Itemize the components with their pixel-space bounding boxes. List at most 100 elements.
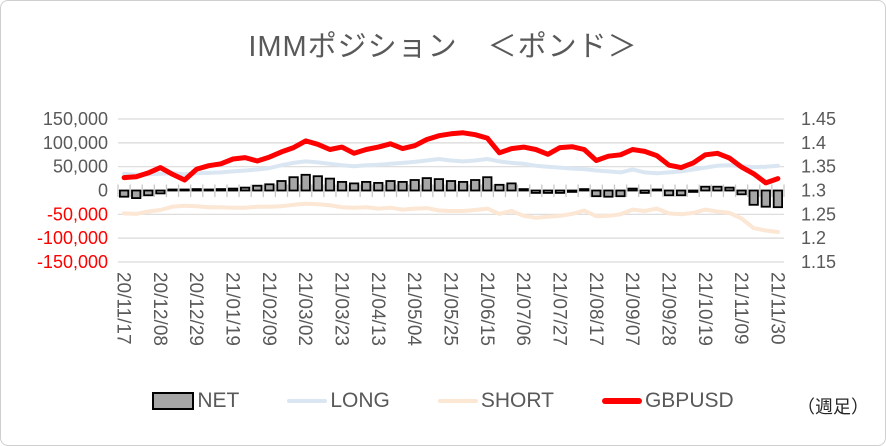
net-bar [639, 189, 650, 194]
net-bar [663, 189, 675, 197]
y-axis-label-left: -50,000 [47, 204, 108, 224]
legend-item-gbpusd: GBPUSD [601, 389, 734, 413]
x-axis-label: 21/06/15 [476, 272, 497, 346]
y-axis-label-left: 100,000 [43, 133, 108, 153]
net-bar [591, 189, 602, 198]
net-bar [119, 189, 130, 198]
net-bar [554, 189, 566, 194]
net-bar [361, 180, 372, 192]
net-bar [457, 180, 469, 192]
net-bar [736, 189, 747, 196]
legend-label-short: SHORT [480, 389, 554, 412]
net-bar [506, 182, 517, 192]
y-axis-label-left: -100,000 [37, 228, 108, 248]
net-bar [203, 188, 214, 192]
net-bar [131, 189, 142, 199]
net-bar [312, 175, 323, 192]
net-bar [724, 186, 735, 192]
net-bar [167, 188, 178, 192]
net-bar [324, 177, 336, 192]
legend-label-gbpusd: GBPUSD [644, 389, 734, 412]
gbpusd-line-swatch-icon [601, 398, 642, 404]
net-bar [748, 189, 759, 206]
y-axis-label-left: 150,000 [43, 109, 108, 129]
short-line-swatch-icon [437, 399, 478, 403]
net-bar [385, 180, 396, 192]
x-axis-label: 21/02/09 [258, 272, 279, 346]
legend-label-net: NET [197, 389, 240, 412]
x-axis-label: 21/10/19 [694, 272, 715, 346]
legend-item-long: LONG [287, 389, 390, 413]
net-bar [688, 189, 699, 193]
x-axis-label: 21/11/30 [766, 272, 787, 345]
y-axis-label-right: 1.3 [801, 181, 826, 201]
y-axis-label-left: -150,000 [37, 252, 108, 272]
short-line [122, 201, 780, 234]
net-bar [494, 183, 505, 192]
net-bar [276, 180, 287, 192]
y-axis-label-right: 1.2 [801, 228, 826, 248]
long-line [122, 157, 780, 177]
net-bar [615, 189, 626, 198]
y-axis-label-left: 0 [98, 181, 108, 201]
legend-item-short: SHORT [437, 389, 554, 413]
net-bar [373, 181, 384, 192]
y-axis-label-right: 1.25 [801, 204, 836, 224]
x-axis-label: 21/07/27 [548, 272, 569, 346]
x-axis-label: 20/12/29 [185, 272, 206, 346]
net-bar [252, 184, 263, 192]
net-bar [603, 189, 614, 198]
x-axis-label: 21/08/17 [585, 272, 606, 346]
x-axis-label: 20/12/08 [149, 272, 170, 346]
net-bar [579, 188, 590, 192]
chart-title: IMMポジション ＜ポンド＞ [248, 31, 638, 63]
y-axis-label-right: 1.35 [801, 157, 836, 177]
legend-label-long: LONG [330, 389, 390, 412]
net-bar [179, 188, 190, 192]
x-axis-label: 20/11/17 [113, 272, 134, 345]
y-axis-label-left: 50,000 [53, 157, 108, 177]
net-bar [712, 185, 723, 192]
long-line-swatch-icon [287, 399, 328, 403]
x-axis-label: 21/05/04 [403, 272, 424, 346]
x-axis-label: 21/09/07 [621, 272, 642, 346]
net-bar [433, 178, 445, 192]
net-bar [421, 177, 432, 192]
net-bar-swatch-icon [152, 392, 195, 410]
net-bar [470, 179, 481, 192]
x-axis-label: 21/07/06 [512, 272, 533, 346]
periodicity-note: （週足） [797, 397, 869, 417]
x-axis-label: 21/05/25 [440, 272, 461, 346]
net-bar [760, 189, 771, 208]
x-axis-label: 21/11/09 [730, 272, 751, 345]
net-bar [239, 186, 251, 192]
net-bar [300, 173, 311, 192]
net-bar [155, 189, 166, 195]
x-axis-label: 21/09/28 [657, 272, 678, 346]
net-bar [215, 188, 226, 192]
net-bar [772, 189, 784, 209]
net-bar [567, 189, 578, 193]
net-bar [348, 182, 360, 192]
y-axis-label-right: 1.15 [801, 252, 836, 272]
net-bar [651, 188, 663, 192]
y-axis-label-right: 1.4 [801, 133, 826, 153]
net-bar [143, 189, 154, 197]
gbpusd-line [121, 130, 781, 186]
net-bar [627, 187, 638, 192]
net-bar [264, 183, 275, 192]
net-bar [336, 180, 348, 192]
x-axis-label: 21/04/13 [367, 272, 388, 346]
net-bar [397, 180, 408, 192]
legend-item-net: NET [152, 389, 239, 413]
x-axis-label: 21/01/19 [222, 272, 243, 346]
y-axis-label-right: 1.45 [801, 109, 836, 129]
net-bar [445, 180, 457, 192]
net-bar [191, 188, 202, 192]
net-bar [542, 189, 554, 194]
net-bar [227, 187, 239, 192]
net-bar [409, 179, 420, 192]
x-axis-label: 21/03/02 [294, 272, 315, 346]
